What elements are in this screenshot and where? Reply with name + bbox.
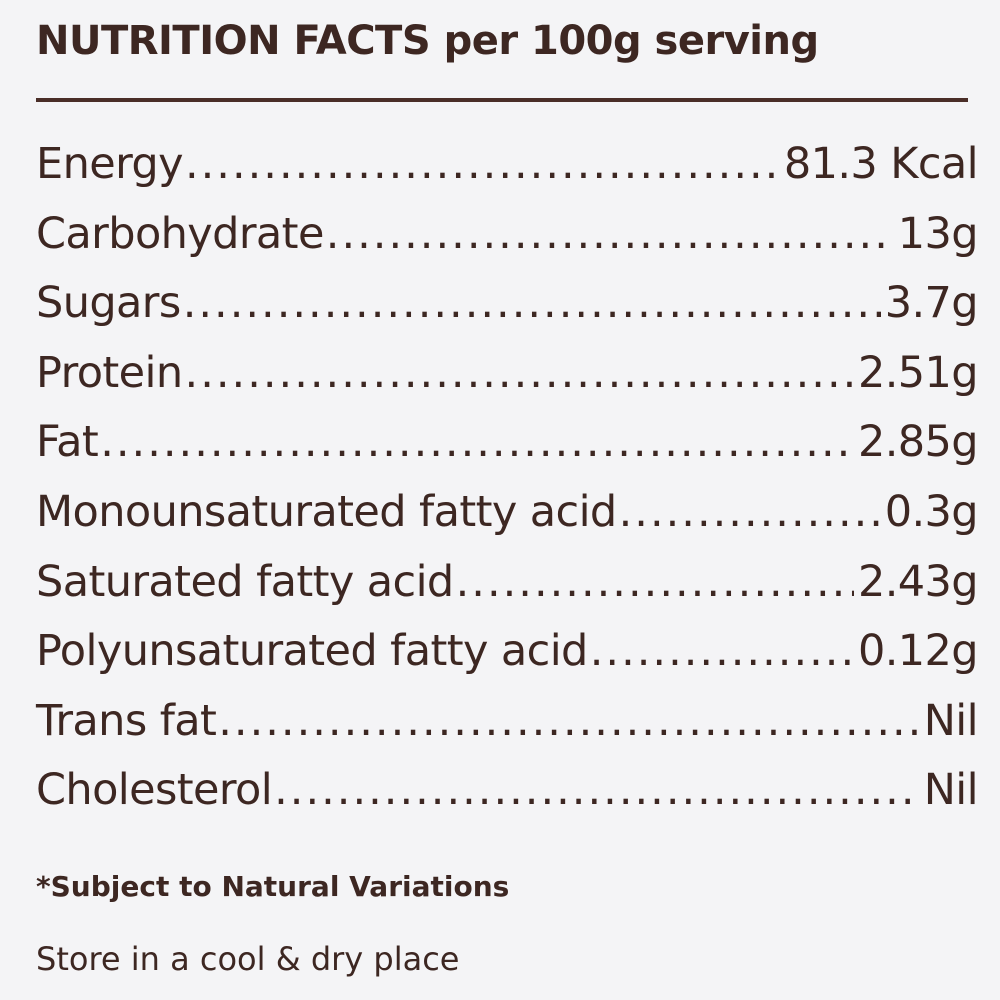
nutrient-row-polyunsaturated: Polyunsaturated fatty acid 0.12g [36, 617, 979, 687]
nutrient-name: Polyunsaturated fatty acid [36, 626, 588, 677]
dot-leader [183, 269, 881, 339]
dot-leader [619, 478, 881, 548]
nutrient-value: 0.12g [857, 626, 979, 677]
nutrient-name: Cholesterol [36, 765, 273, 816]
nutrient-name: Carbohydrate [36, 208, 324, 259]
nutrient-row-fat: Fat 2.85g [36, 408, 979, 478]
nutrient-value: 81.3 Kcal [783, 139, 979, 189]
variation-footnote: *Subject to Natural Variations [36, 870, 510, 903]
nutrient-row-monounsaturated: Monounsaturated fatty acid 0.3g [36, 478, 979, 548]
nutrient-value: 0.3g [884, 486, 979, 537]
nutrient-value: Nil [923, 765, 979, 816]
nutrient-name: Sugars [36, 278, 181, 329]
dot-leader [100, 408, 854, 478]
storage-instructions: Store in a cool & dry place [36, 940, 460, 978]
nutrient-value: Nil [923, 695, 979, 746]
nutrient-value: 2.85g [857, 417, 979, 468]
nutrient-row-carbohydrate: Carbohydrate 13g [36, 200, 979, 270]
dot-leader [185, 130, 780, 200]
nutrition-title: NUTRITION FACTS per 100g serving [36, 18, 819, 64]
nutrient-name: Protein [36, 347, 183, 398]
nutrient-value: 2.43g [857, 556, 979, 607]
nutrient-row-trans-fat: Trans fat Nil [36, 687, 979, 757]
dot-leader [185, 339, 854, 409]
nutrient-row-cholesterol: Cholesterol Nil [36, 756, 979, 826]
nutrient-name: Fat [36, 417, 99, 468]
dot-leader [590, 617, 854, 687]
dot-leader [218, 687, 919, 757]
nutrient-list: Energy 81.3 Kcal Carbohydrate 13g Sugars… [36, 130, 979, 826]
nutrient-name: Energy [36, 139, 184, 189]
nutrient-row-sugars: Sugars 3.7g [36, 269, 979, 339]
dot-leader [456, 548, 854, 618]
nutrient-row-saturated: Saturated fatty acid 2.43g [36, 548, 979, 618]
nutrient-value: 3.7g [884, 278, 979, 329]
nutrient-name: Saturated fatty acid [36, 556, 454, 607]
title-divider [36, 98, 968, 102]
nutrient-row-protein: Protein 2.51g [36, 339, 979, 409]
dot-leader [326, 200, 894, 270]
nutrient-value: 13g [897, 208, 979, 259]
nutrient-name: Trans fat [36, 695, 217, 746]
dot-leader [274, 756, 920, 826]
nutrient-name: Monounsaturated fatty acid [36, 486, 617, 537]
nutrient-row-energy: Energy 81.3 Kcal [36, 130, 979, 200]
nutrient-value: 2.51g [857, 347, 979, 398]
